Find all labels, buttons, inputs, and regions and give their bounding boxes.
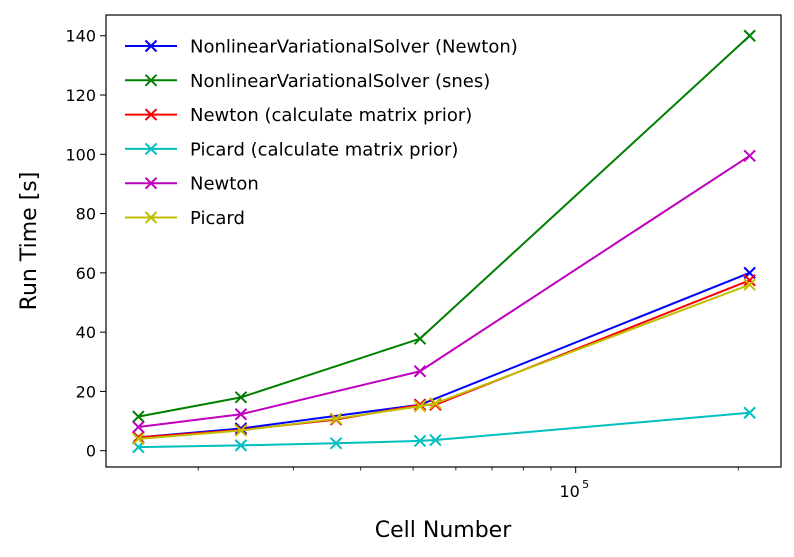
data-point xyxy=(132,410,145,423)
y-tick-label: 40 xyxy=(76,323,96,342)
data-point xyxy=(132,432,145,446)
series-line xyxy=(138,283,751,440)
legend-item: NonlinearVariationalSolver (snes) xyxy=(125,71,490,92)
legend-label: Picard (calculate matrix prior) xyxy=(190,139,458,160)
data-point xyxy=(743,29,756,42)
y-tick-label: 0 xyxy=(86,442,96,461)
x-axis: 10 5 xyxy=(197,467,739,501)
y-tick-label: 80 xyxy=(76,205,96,224)
legend-label: NonlinearVariationalSolver (snes) xyxy=(190,71,490,92)
y-axis-label: Run Time [s] xyxy=(17,172,42,311)
data-point xyxy=(234,391,248,404)
series-5 xyxy=(132,278,756,446)
legend: NonlinearVariationalSolver (Newton) Nonli… xyxy=(125,37,518,229)
data-point xyxy=(132,420,145,434)
series-1 xyxy=(132,29,756,423)
legend-marker xyxy=(144,39,158,53)
data-point xyxy=(413,332,427,345)
legend-item: Picard (calculate matrix prior) xyxy=(125,139,458,160)
legend-marker xyxy=(144,176,158,190)
data-point xyxy=(429,433,442,447)
data-point xyxy=(743,149,756,162)
legend-label: NonlinearVariationalSolver (Newton) xyxy=(190,37,518,58)
series-line xyxy=(138,154,751,428)
legend-label: Picard xyxy=(190,208,245,229)
legend-label: Newton xyxy=(190,174,259,195)
legend-marker xyxy=(144,142,158,156)
series-layer xyxy=(132,29,756,454)
legend-item: NonlinearVariationalSolver (Newton) xyxy=(125,37,518,58)
data-point xyxy=(234,422,248,435)
series-4 xyxy=(132,149,756,434)
data-point xyxy=(743,406,756,419)
x-tick-label-exponent: 5 xyxy=(582,478,589,491)
y-tick-label: 140 xyxy=(65,27,96,46)
y-tick-label: 60 xyxy=(76,264,96,283)
legend-label: Newton (calculate matrix prior) xyxy=(190,105,472,126)
data-point xyxy=(413,400,427,413)
legend-item: Newton (calculate matrix prior) xyxy=(125,105,472,126)
series-line xyxy=(138,279,751,439)
data-point xyxy=(329,437,343,450)
legend-marker xyxy=(144,108,158,121)
plot-frame xyxy=(105,14,782,468)
legend-item: Picard xyxy=(125,208,245,229)
data-point xyxy=(413,434,427,448)
data-point xyxy=(413,365,427,378)
data-point xyxy=(234,408,248,421)
legend-item: Newton xyxy=(125,174,259,195)
data-point xyxy=(329,412,343,425)
data-point xyxy=(132,431,145,444)
data-point xyxy=(743,278,756,291)
series-line xyxy=(138,35,751,418)
x-tick-label-base: 10 xyxy=(559,482,579,501)
legend-marker xyxy=(144,74,158,87)
y-tick-label: 20 xyxy=(76,382,96,401)
data-point xyxy=(234,439,248,452)
y-tick-label: 100 xyxy=(65,145,96,164)
data-point xyxy=(234,424,248,437)
series-2 xyxy=(132,274,756,444)
data-point xyxy=(429,397,442,410)
series-line xyxy=(138,411,750,449)
y-axis: 0 20 40 60 80 100 120 140 xyxy=(65,27,106,461)
data-point xyxy=(413,398,427,411)
x-axis-label: Cell Number xyxy=(375,518,512,543)
y-tick-label: 120 xyxy=(65,86,96,105)
legend-marker xyxy=(144,211,158,224)
series-3 xyxy=(132,406,756,454)
data-point xyxy=(743,274,756,287)
